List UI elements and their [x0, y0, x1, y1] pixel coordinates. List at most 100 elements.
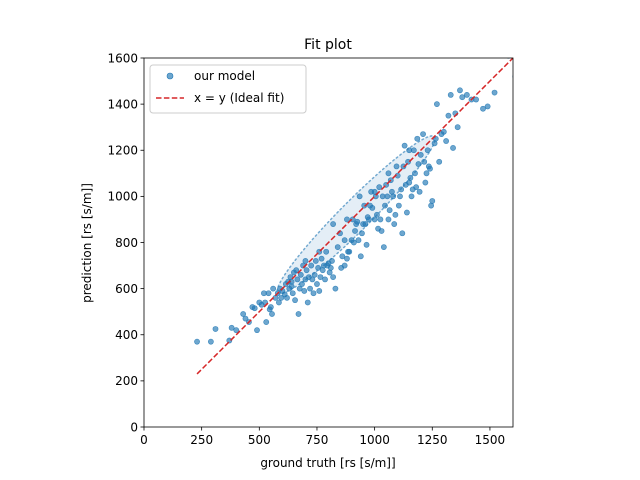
- scatter-points: [194, 58, 513, 345]
- scatter-point: [299, 281, 305, 287]
- scatter-point: [314, 281, 320, 287]
- scatter-point: [207, 338, 214, 345]
- scatter-point: [397, 193, 403, 200]
- scatter-point: [270, 285, 277, 292]
- scatter-point: [316, 288, 323, 294]
- scatter-point: [457, 87, 463, 94]
- scatter-point: [332, 285, 339, 292]
- scatter-point: [327, 264, 334, 271]
- scatter-point: [371, 216, 378, 223]
- scatter-point: [308, 262, 315, 269]
- scatter-point: [317, 274, 324, 280]
- scatter-point: [374, 211, 380, 218]
- scatter-point: [310, 290, 317, 297]
- scatter-point: [265, 290, 272, 297]
- scatter-point: [408, 193, 415, 200]
- scatter-point: [385, 170, 392, 177]
- y-tick-label: 600: [115, 282, 138, 296]
- scatter-point: [429, 198, 436, 204]
- scatter-point: [386, 207, 393, 214]
- scatter-point: [254, 327, 260, 334]
- scatter-point: [420, 131, 426, 138]
- scatter-point: [303, 267, 310, 274]
- scatter-point: [315, 264, 322, 271]
- scatter-point: [413, 184, 420, 191]
- scatter-point: [362, 221, 369, 227]
- scatter-point: [297, 271, 304, 278]
- scatter-point: [454, 124, 461, 131]
- scatter-point: [357, 253, 364, 260]
- chart-title: Fit plot: [304, 37, 352, 53]
- scatter-point: [276, 299, 282, 306]
- ideal-fit-line: [196, 58, 513, 375]
- scatter-point: [341, 237, 348, 244]
- scatter-point: [376, 184, 383, 191]
- scatter-point: [212, 326, 219, 332]
- scatter-point: [355, 237, 362, 244]
- scatter-point: [240, 311, 247, 317]
- scatter-point: [311, 271, 318, 278]
- scatter-point: [301, 288, 308, 294]
- y-tick-label: 1600: [107, 51, 138, 65]
- scatter-point: [344, 216, 350, 223]
- y-tick-label: 1000: [107, 190, 138, 204]
- scatter-point: [414, 135, 421, 142]
- y-tick-label: 1400: [107, 97, 138, 111]
- scatter-point: [323, 248, 330, 255]
- scatter-point: [443, 138, 450, 144]
- scatter-point: [371, 188, 378, 195]
- scatter-point: [412, 170, 418, 177]
- scatter-point: [392, 211, 399, 218]
- scatter-point: [359, 230, 365, 237]
- scatter-point: [365, 216, 372, 223]
- scatter-point: [415, 161, 422, 167]
- scatter-point: [417, 151, 424, 158]
- scatter-point: [484, 103, 491, 110]
- scatter-point: [416, 188, 423, 195]
- scatter-point: [506, 58, 511, 59]
- scatter-point: [267, 304, 274, 310]
- scatter-point: [473, 96, 479, 103]
- scatter-point: [318, 255, 325, 262]
- y-tick-label: 400: [115, 328, 138, 342]
- legend: our model x = y (Ideal fit): [149, 64, 307, 114]
- scatter-point: [251, 305, 258, 312]
- scatter-point: [269, 311, 275, 317]
- scatter-point: [395, 202, 402, 209]
- scatter-point: [295, 311, 302, 317]
- scatter-point: [233, 327, 240, 334]
- scatter-point: [480, 105, 486, 112]
- scatter-point: [312, 258, 319, 264]
- scatter-point: [356, 193, 363, 200]
- scatter-point: [406, 147, 413, 154]
- legend-swatch-our-model: [166, 72, 174, 80]
- scatter-point: [424, 147, 431, 154]
- scatter-point: [361, 202, 368, 209]
- scatter-point: [447, 92, 454, 98]
- x-tick-label: 1250: [417, 433, 448, 447]
- scatter-point: [382, 202, 388, 209]
- legend-label-ideal-fit: x = y (Ideal fit): [194, 91, 284, 105]
- scatter-point: [421, 158, 428, 165]
- y-tick-label: 200: [115, 374, 138, 388]
- scatter-point: [289, 290, 296, 297]
- scatter-point: [339, 253, 346, 260]
- scatter-point: [401, 142, 408, 149]
- x-tick-label: 250: [190, 433, 213, 447]
- scatter-point: [330, 221, 337, 227]
- legend-box: [149, 64, 307, 114]
- scatter-point: [242, 315, 249, 322]
- scatter-point: [228, 324, 235, 331]
- scatter-point: [422, 179, 429, 186]
- scatter-point: [391, 221, 398, 227]
- x-tick-label: 750: [306, 433, 329, 447]
- scatter-point: [294, 276, 301, 283]
- scatter-point: [284, 294, 290, 301]
- scatter-point: [384, 193, 391, 200]
- scatter-point: [459, 94, 466, 101]
- scatter-point: [393, 163, 400, 170]
- scatter-point: [307, 285, 313, 292]
- x-tick-label: 500: [248, 433, 271, 447]
- ideal-fit-line-layer: [196, 58, 513, 375]
